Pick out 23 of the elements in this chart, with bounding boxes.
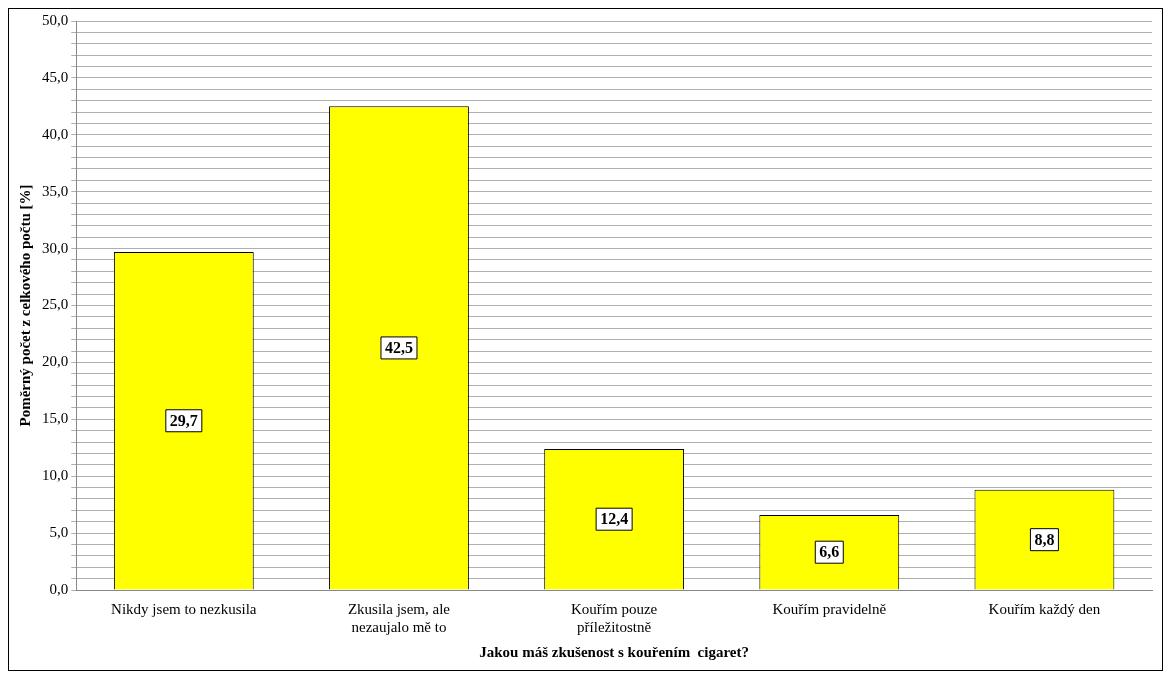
y-tick-label: 30,0	[42, 239, 69, 256]
x-tick-label: Kouřím pravidelně	[772, 600, 887, 617]
y-tick-label: 35,0	[42, 182, 69, 199]
y-tick-label: 0,0	[49, 580, 69, 597]
y-axis-title: Poměrný počet z celkového počtu [%]	[16, 184, 33, 427]
y-tick-label: 40,0	[42, 125, 69, 142]
y-tick-label: 10,0	[42, 467, 69, 484]
x-tick-label: Kouřím pouze příležitostně	[571, 600, 658, 635]
y-tick-label: 25,0	[42, 296, 69, 313]
data-label: 42,5	[384, 339, 413, 357]
data-label: 12,4	[600, 510, 629, 528]
y-tick-label: 20,0	[42, 353, 69, 370]
y-tick-label: 50,0	[42, 11, 69, 28]
data-label: 29,7	[169, 411, 198, 429]
y-tick-label: 45,0	[42, 68, 69, 85]
x-tick-label: Zkusila jsem, ale nezaujalo mě to	[347, 600, 451, 635]
data-label: 6,6	[819, 543, 840, 561]
y-tick-label: 15,0	[42, 410, 69, 427]
x-tick-label: Kouřím každý den	[988, 600, 1101, 617]
data-label: 8,8	[1034, 530, 1055, 548]
x-axis-title: Jakou máš zkušenost s kouřením cigaret?	[479, 643, 749, 660]
x-tick-label: Nikdy jsem to nezkusila	[111, 600, 257, 617]
y-tick-label: 5,0	[49, 524, 69, 541]
